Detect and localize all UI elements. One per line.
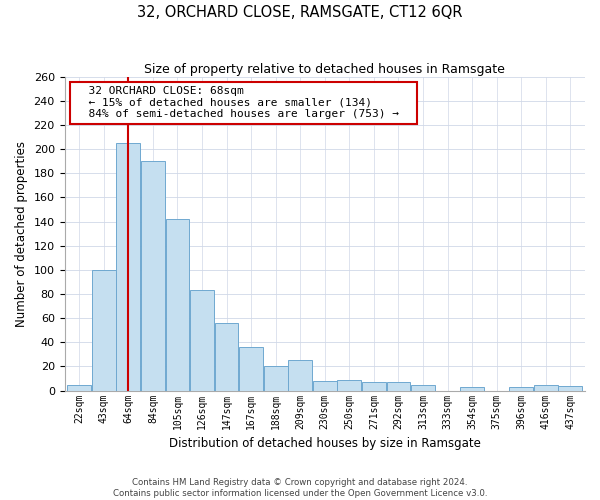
- Bar: [215, 323, 238, 390]
- Text: 32, ORCHARD CLOSE, RAMSGATE, CT12 6QR: 32, ORCHARD CLOSE, RAMSGATE, CT12 6QR: [137, 5, 463, 20]
- Bar: [313, 381, 337, 390]
- Bar: [534, 384, 557, 390]
- Bar: [239, 347, 263, 391]
- Y-axis label: Number of detached properties: Number of detached properties: [15, 140, 28, 326]
- Bar: [559, 386, 582, 390]
- Bar: [116, 143, 140, 390]
- Text: Contains HM Land Registry data © Crown copyright and database right 2024.
Contai: Contains HM Land Registry data © Crown c…: [113, 478, 487, 498]
- Bar: [386, 382, 410, 390]
- Bar: [264, 366, 287, 390]
- Bar: [67, 384, 91, 390]
- Text: 32 ORCHARD CLOSE: 68sqm
  ← 15% of detached houses are smaller (134)
  84% of se: 32 ORCHARD CLOSE: 68sqm ← 15% of detache…: [75, 86, 412, 120]
- Bar: [509, 387, 533, 390]
- Bar: [337, 380, 361, 390]
- Bar: [141, 161, 165, 390]
- Title: Size of property relative to detached houses in Ramsgate: Size of property relative to detached ho…: [145, 62, 505, 76]
- X-axis label: Distribution of detached houses by size in Ramsgate: Distribution of detached houses by size …: [169, 437, 481, 450]
- Bar: [411, 384, 435, 390]
- Bar: [166, 219, 190, 390]
- Bar: [190, 290, 214, 390]
- Bar: [92, 270, 116, 390]
- Bar: [362, 382, 386, 390]
- Bar: [289, 360, 312, 390]
- Bar: [460, 387, 484, 390]
